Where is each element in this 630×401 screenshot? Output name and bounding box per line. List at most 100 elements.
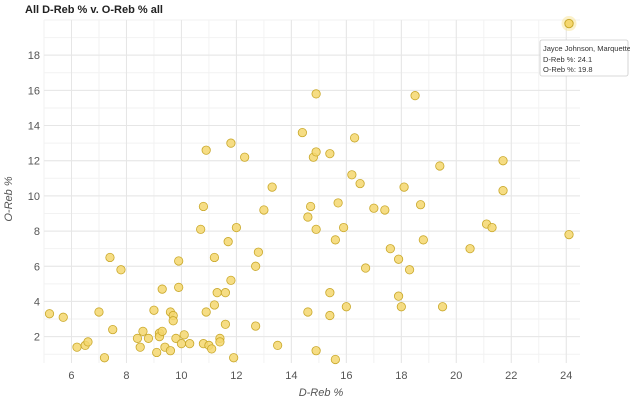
tooltip: Jayce Johnson, Marquette D-Reb %: 24.1 O… bbox=[539, 39, 630, 77]
data-point[interactable] bbox=[498, 156, 508, 166]
data-point[interactable] bbox=[209, 252, 220, 263]
data-point[interactable] bbox=[393, 254, 404, 264]
data-point[interactable] bbox=[369, 203, 379, 213]
data-point[interactable] bbox=[273, 340, 283, 351]
data-point[interactable] bbox=[303, 212, 313, 222]
x-axis-label: D-Reb % bbox=[299, 387, 344, 399]
data-point[interactable] bbox=[303, 307, 313, 317]
data-point[interactable] bbox=[350, 133, 360, 143]
data-point[interactable] bbox=[165, 346, 176, 356]
data-point[interactable] bbox=[157, 326, 167, 336]
x-tick-label: 14 bbox=[285, 370, 297, 382]
data-point[interactable] bbox=[108, 324, 118, 335]
data-point[interactable] bbox=[174, 256, 184, 266]
data-point[interactable] bbox=[393, 291, 404, 301]
data-point[interactable] bbox=[174, 282, 184, 292]
data-point[interactable] bbox=[267, 182, 277, 192]
data-point[interactable] bbox=[297, 127, 307, 138]
y-axis-label: O-Reb % bbox=[3, 176, 15, 221]
data-point[interactable] bbox=[220, 319, 231, 329]
data-point[interactable] bbox=[564, 229, 574, 240]
data-point[interactable] bbox=[404, 265, 415, 275]
data-point[interactable] bbox=[201, 145, 211, 155]
data-point[interactable] bbox=[99, 353, 110, 363]
data-point[interactable] bbox=[196, 224, 206, 234]
data-point[interactable] bbox=[360, 263, 371, 273]
data-point[interactable] bbox=[215, 337, 225, 347]
data-point[interactable] bbox=[58, 312, 68, 322]
data-point[interactable] bbox=[44, 309, 55, 319]
y-tick-label: 16 bbox=[28, 85, 40, 97]
data-point[interactable] bbox=[410, 91, 420, 101]
data-point[interactable] bbox=[355, 178, 365, 189]
data-point[interactable] bbox=[212, 288, 222, 298]
data-point[interactable] bbox=[226, 275, 236, 285]
data-point[interactable] bbox=[253, 247, 263, 257]
data-point[interactable] bbox=[330, 354, 340, 365]
data-point[interactable] bbox=[231, 222, 242, 233]
chart-title: All D-Reb % v. O-Reb % all bbox=[25, 4, 163, 16]
x-tick-label: 8 bbox=[123, 370, 129, 382]
data-point[interactable] bbox=[311, 224, 321, 234]
data-point[interactable] bbox=[135, 342, 145, 352]
highlighted-data-point[interactable] bbox=[564, 18, 574, 29]
data-point[interactable] bbox=[209, 300, 220, 310]
y-tick-label: 10 bbox=[28, 191, 40, 203]
data-point[interactable] bbox=[157, 284, 167, 294]
data-point[interactable] bbox=[132, 333, 143, 343]
y-tick-label: 8 bbox=[34, 226, 40, 238]
data-point[interactable] bbox=[435, 161, 445, 171]
data-point[interactable] bbox=[176, 339, 187, 349]
y-tick-label: 6 bbox=[34, 261, 40, 273]
data-point[interactable] bbox=[223, 237, 233, 247]
data-point[interactable] bbox=[152, 347, 162, 358]
data-point[interactable] bbox=[201, 307, 211, 317]
data-point[interactable] bbox=[149, 305, 159, 315]
data-point[interactable] bbox=[311, 147, 321, 157]
data-point[interactable] bbox=[220, 288, 231, 298]
data-point[interactable] bbox=[229, 353, 239, 363]
data-point[interactable] bbox=[185, 339, 195, 349]
data-points bbox=[44, 16, 577, 365]
data-point[interactable] bbox=[415, 200, 426, 210]
data-point[interactable] bbox=[207, 344, 217, 354]
data-point[interactable] bbox=[171, 333, 181, 343]
data-point[interactable] bbox=[179, 330, 189, 340]
data-point[interactable] bbox=[437, 302, 448, 312]
data-point[interactable] bbox=[94, 307, 104, 317]
data-point[interactable] bbox=[325, 310, 335, 321]
tooltip-box bbox=[539, 39, 629, 77]
data-point[interactable] bbox=[380, 205, 390, 215]
data-point[interactable] bbox=[339, 222, 349, 233]
data-point[interactable] bbox=[498, 186, 508, 196]
data-point[interactable] bbox=[311, 89, 321, 99]
data-point[interactable] bbox=[251, 321, 261, 331]
data-point[interactable] bbox=[325, 288, 335, 298]
data-point[interactable] bbox=[306, 201, 316, 212]
data-point[interactable] bbox=[240, 152, 250, 162]
data-point[interactable] bbox=[330, 235, 340, 245]
data-point[interactable] bbox=[396, 302, 406, 312]
data-point[interactable] bbox=[311, 346, 321, 356]
data-point[interactable] bbox=[168, 316, 178, 326]
data-point[interactable] bbox=[347, 170, 357, 180]
x-tick-label: 24 bbox=[560, 370, 572, 382]
data-point[interactable] bbox=[226, 138, 236, 148]
data-point[interactable] bbox=[385, 244, 395, 254]
data-point[interactable] bbox=[465, 244, 475, 254]
data-point[interactable] bbox=[333, 198, 343, 208]
data-point[interactable] bbox=[198, 201, 209, 212]
data-point[interactable] bbox=[341, 302, 351, 312]
data-point[interactable] bbox=[418, 235, 428, 245]
data-point[interactable] bbox=[72, 342, 82, 352]
data-point[interactable] bbox=[399, 182, 409, 192]
data-point[interactable] bbox=[259, 205, 269, 215]
data-point[interactable] bbox=[105, 252, 115, 263]
data-point[interactable] bbox=[83, 337, 93, 347]
data-point[interactable] bbox=[143, 333, 154, 343]
data-point[interactable] bbox=[487, 222, 497, 233]
data-point[interactable] bbox=[251, 261, 261, 271]
data-point[interactable] bbox=[116, 265, 126, 275]
data-point[interactable] bbox=[325, 149, 335, 159]
data-point[interactable] bbox=[138, 326, 148, 336]
